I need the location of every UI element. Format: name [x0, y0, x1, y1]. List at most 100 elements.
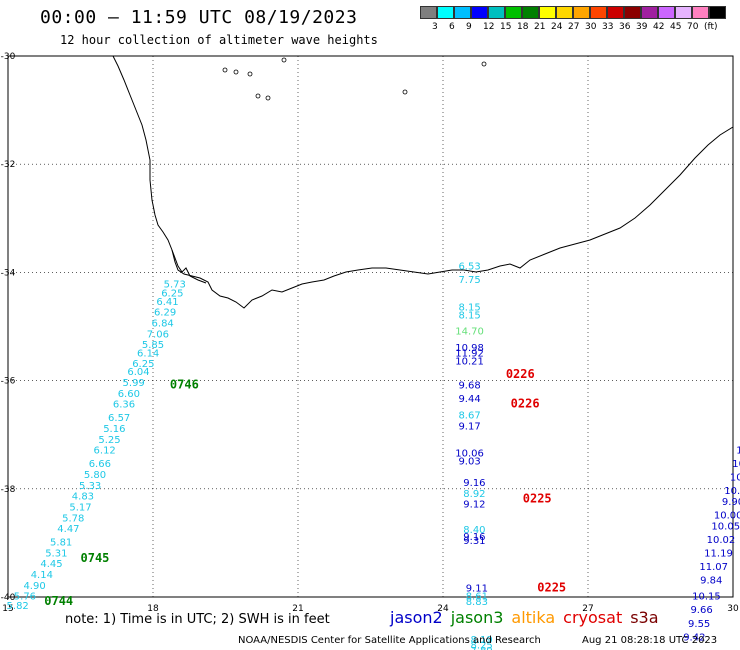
pass-time-label: 0746 [170, 378, 199, 392]
wave-height-label: 5.25 [98, 435, 120, 446]
pass-time-label: 0226 [511, 397, 540, 411]
wave-height-label: 6.14 [137, 348, 159, 359]
wave-height-label: 7.75 [458, 275, 480, 286]
wave-height-label: 9.55 [688, 619, 710, 630]
wave-height-label: 10.98 [455, 343, 484, 354]
note-text: note: 1) Time is in UTC; 2) SWH is in fe… [65, 612, 330, 627]
wave-height-label: 5.82 [7, 601, 29, 612]
pass-time-label: 0745 [81, 551, 110, 565]
colorbar-label: 24 [551, 22, 563, 32]
wave-height-label: 6.53 [458, 262, 480, 273]
pass-time-label: 0225 [523, 491, 552, 505]
wave-height-label: 5.17 [69, 502, 91, 513]
wave-height-label: 6.25 [132, 359, 154, 370]
wave-height-label: 6.04 [127, 367, 149, 378]
colorbar-cell [420, 6, 437, 19]
satellite-legend-cryosat: cryosat [563, 608, 623, 627]
lon-label: 21 [292, 604, 303, 614]
colorbar-label: 15 [500, 22, 512, 32]
colorbar-cell [641, 6, 658, 19]
colorbar-cell [522, 6, 539, 19]
pass-time-label: 0225 [537, 581, 566, 595]
wave-height-label: 5.33 [79, 481, 101, 492]
wave-height-label: 10. [732, 459, 740, 470]
colorbar-label: 30 [585, 22, 597, 32]
wave-height-label: 5.81 [50, 538, 72, 549]
wave-height-label: 9.84 [700, 575, 722, 586]
wave-height-label: 9.68 [458, 381, 480, 392]
colorbar-label: 33 [602, 22, 614, 32]
wave-height-label: 7.06 [147, 329, 169, 340]
wave-height-label: 5.31 [45, 548, 67, 559]
wave-height-label: 9.31 [463, 536, 485, 547]
wave-height-label: 4.90 [23, 581, 45, 592]
wave-height-label: 10.05 [711, 521, 740, 532]
wave-height-label: 9.16 [463, 532, 485, 543]
lon-label: 30 [727, 604, 739, 614]
satellite-legend-s3a: s3a [630, 608, 659, 627]
wave-height-label: 6.84 [152, 319, 174, 330]
colorbar-cell [556, 6, 573, 19]
page-title: 00:00 – 11:59 UTC 08/19/2023 [40, 7, 358, 28]
wave-height-label: 5.16 [103, 424, 125, 435]
colorbar-label: 27 [568, 22, 580, 32]
wave-height-label: 5.73 [164, 280, 186, 291]
wave-height-label: 10.15 [692, 592, 721, 603]
lat-label: -32 [1, 160, 16, 170]
wave-height-label: 8.40 [463, 525, 485, 536]
colorbar-label: 18 [517, 22, 529, 32]
colorbar-label: 21 [534, 22, 546, 32]
wave-height-label: 8.92 [463, 489, 485, 500]
wave-height-label: 9.03 [458, 456, 480, 467]
inland-water [233, 69, 239, 75]
satellite-legend-jason3: jason3 [450, 608, 504, 627]
colorbar-label: 3 [432, 22, 438, 32]
wave-height-label: 7.89 [471, 646, 493, 650]
wave-height-label: 8.25 [471, 640, 493, 650]
wave-height-label: 4.45 [40, 559, 62, 570]
colorbar-cell [590, 6, 607, 19]
wave-height-label: 14.70 [455, 327, 484, 338]
map-frame [7, 55, 734, 598]
lon-label: 18 [147, 604, 159, 614]
colorbar-cell [624, 6, 641, 19]
satellite-legend-altika: altika [511, 608, 556, 627]
colorbar-label: 42 [653, 22, 665, 32]
inland-water [265, 95, 271, 101]
wave-height-label: 8.67 [458, 410, 480, 421]
colorbar-cell [454, 6, 471, 19]
wave-height-label: 5.85 [142, 340, 164, 351]
inland-water [255, 93, 261, 99]
wave-height-label: 6.60 [118, 389, 140, 400]
coastline [112, 55, 734, 309]
lat-label: -36 [1, 377, 16, 387]
wave-height-label: 9.17 [458, 421, 480, 432]
colorbar-label: 6 [449, 22, 455, 32]
wave-height-label: 8.61 [466, 592, 488, 603]
wave-height-label: 6.36 [113, 400, 135, 411]
satellite-legend-jason2: jason2 [390, 608, 443, 627]
colorbar-labels: 3 6 9 12 15 18 21 24 27 30 33 36 39 42 45 70 (ft) [420, 22, 740, 34]
wave-height-label: 5.99 [123, 378, 145, 389]
satellite-legend: jason2 jason3 altika cryosat s3a [390, 608, 667, 627]
inland-water [281, 57, 287, 63]
wave-height-label: 4.83 [72, 492, 94, 503]
wave-height-label: 6.29 [154, 308, 176, 319]
wave-height-label: 6.25 [161, 289, 183, 300]
colorbar-cell [488, 6, 505, 19]
footer-timestamp: Aug 21 08:28:18 UTC 2023 [582, 635, 718, 646]
wave-height-label: 11.19 [704, 548, 733, 559]
lat-label: -34 [1, 268, 16, 278]
wave-height-label: 6.57 [108, 413, 130, 424]
wave-height-label: 8.83 [466, 597, 488, 608]
wave-height-label: 10.00 [714, 511, 740, 522]
inland-water [481, 61, 487, 67]
colorbar-cell [437, 6, 454, 19]
wave-height-label: 10.21 [455, 356, 484, 367]
wave-height-label: 10.6 [724, 486, 740, 497]
lat-label: -38 [1, 485, 16, 495]
colorbar-label: 39 [636, 22, 648, 32]
wave-height-label: 5.80 [84, 470, 106, 481]
pass-time-label: 0744 [44, 594, 73, 608]
